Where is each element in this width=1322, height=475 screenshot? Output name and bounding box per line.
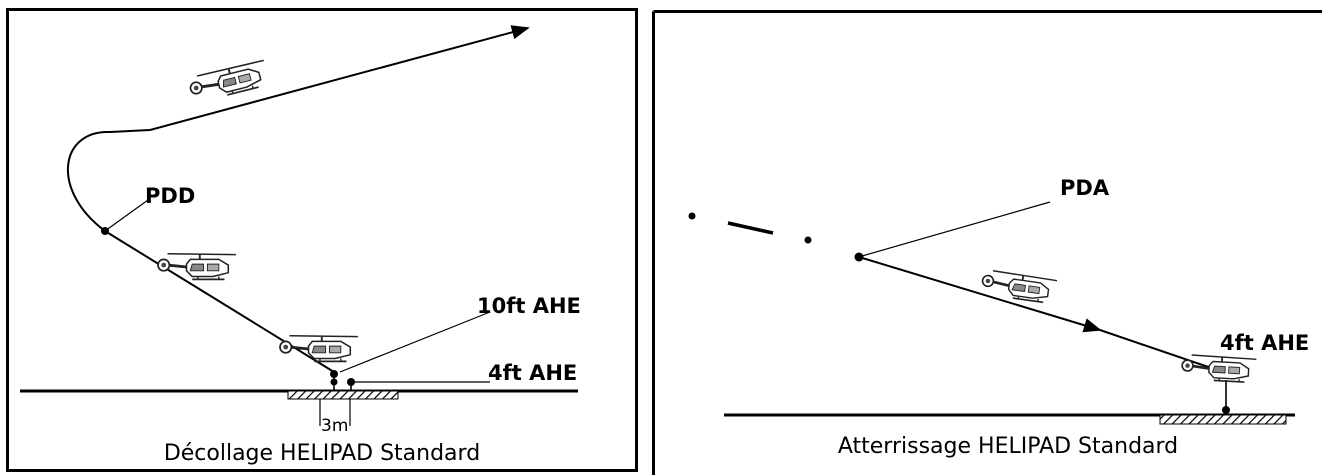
takeoff-diagram: PDD 10ft AHE 4ft AHE 3m Décollage HELIPA… [20, 25, 581, 466]
takeoff-4ft-label: 4ft AHE [488, 361, 577, 385]
landing-4ft-point [1222, 406, 1230, 414]
takeoff-10ft-label: 10ft AHE [477, 294, 581, 318]
distance-label: 3m [321, 416, 348, 436]
takeoff-helipad [287, 390, 399, 400]
pda-label: PDA [1060, 176, 1110, 200]
landing-4ft-label: 4ft AHE [1220, 331, 1309, 355]
takeoff-climb-path [104, 230, 335, 373]
helicopter-icon [156, 252, 238, 281]
pda-point [854, 252, 864, 262]
pdd-label: PDD [145, 184, 195, 208]
helicopter-icon [979, 268, 1059, 306]
helicopter-icon [278, 334, 360, 363]
landing-caption: Atterrissage HELIPAD Standard [838, 434, 1178, 459]
helicopter-icon [1180, 353, 1258, 385]
takeoff-caption: Décollage HELIPAD Standard [164, 441, 480, 466]
landing-approach-path [858, 256, 1102, 333]
takeoff-departure-path [67, 129, 151, 232]
landing-diagram: PDA 4ft AHE Atterrissage HELIPAD Standar… [688, 176, 1309, 459]
landing-helipad [1159, 414, 1287, 425]
helicopter-icon [186, 58, 272, 105]
